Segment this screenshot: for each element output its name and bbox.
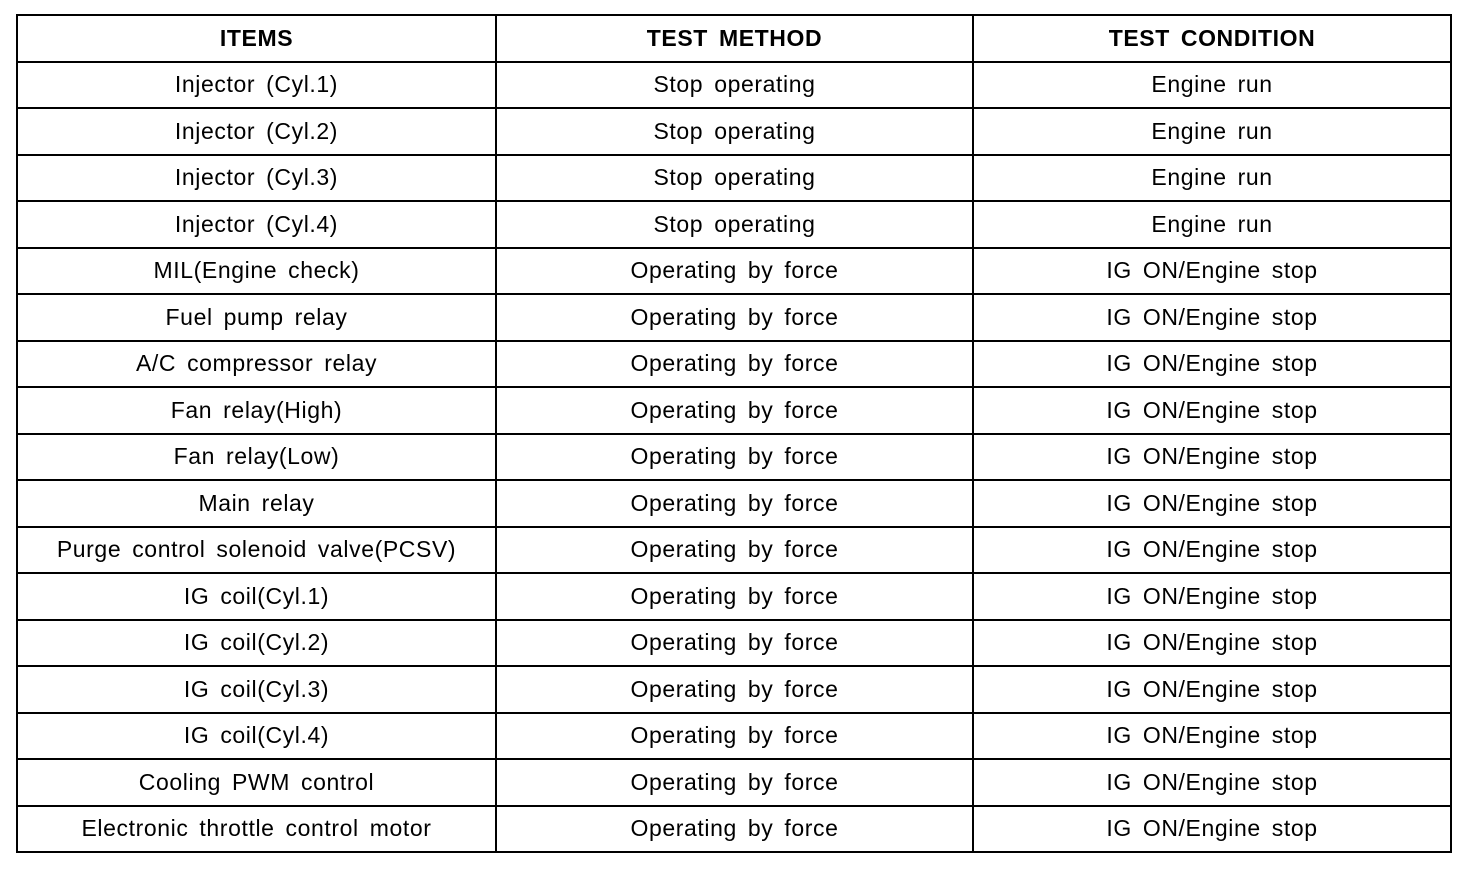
item-cell: Purge control solenoid valve(PCSV)	[16, 525, 497, 574]
item-cell: IG coil(Cyl.3)	[16, 665, 497, 714]
test-condition-cell: Engine run	[972, 60, 1452, 109]
test-method-cell: Operating by force	[495, 711, 974, 760]
test-method-cell: Operating by force	[495, 479, 974, 528]
test-method-cell: Operating by force	[495, 525, 974, 574]
test-condition-cell: Engine run	[972, 200, 1452, 249]
item-cell: Injector (Cyl.1)	[16, 60, 497, 109]
table-row: Cooling PWM control Operating by force IG …	[16, 758, 1452, 807]
table-row: Purge control solenoid valve(PCSV) Operat…	[16, 525, 1452, 574]
item-cell: IG coil(Cyl.2)	[16, 618, 497, 667]
test-condition-cell: IG ON/Engine stop	[972, 432, 1452, 481]
table-row: Injector (Cyl.2) Stop operating Engine run	[16, 107, 1452, 156]
test-condition-cell: IG ON/Engine stop	[972, 758, 1452, 807]
header-test-condition: TEST CONDITION	[972, 14, 1452, 63]
test-method-cell: Operating by force	[495, 339, 974, 388]
test-method-cell: Stop operating	[495, 200, 974, 249]
test-condition-cell: IG ON/Engine stop	[972, 525, 1452, 574]
item-cell: Fan relay(Low)	[16, 432, 497, 481]
item-cell: Fan relay(High)	[16, 386, 497, 435]
header-test-method: TEST METHOD	[495, 14, 974, 63]
test-method-cell: Stop operating	[495, 153, 974, 202]
item-cell: A/C compressor relay	[16, 339, 497, 388]
test-method-cell: Operating by force	[495, 386, 974, 435]
item-cell: IG coil(Cyl.1)	[16, 572, 497, 621]
test-method-cell: Operating by force	[495, 572, 974, 621]
test-condition-cell: IG ON/Engine stop	[972, 804, 1452, 853]
table-row: MIL(Engine check) Operating by force IG ON…	[16, 246, 1452, 295]
test-method-cell: Operating by force	[495, 432, 974, 481]
test-condition-cell: IG ON/Engine stop	[972, 572, 1452, 621]
test-condition-cell: IG ON/Engine stop	[972, 618, 1452, 667]
item-cell: Injector (Cyl.3)	[16, 153, 497, 202]
table-row: IG coil(Cyl.2) Operating by force IG ON/En…	[16, 618, 1452, 667]
test-condition-cell: IG ON/Engine stop	[972, 665, 1452, 714]
test-method-cell: Stop operating	[495, 60, 974, 109]
table-row: Fan relay(Low) Operating by force IG ON/En…	[16, 432, 1452, 481]
test-condition-cell: Engine run	[972, 153, 1452, 202]
test-method-cell: Operating by force	[495, 293, 974, 342]
table-row: IG coil(Cyl.3) Operating by force IG ON/En…	[16, 665, 1452, 714]
test-method-cell: Operating by force	[495, 804, 974, 853]
table-row: A/C compressor relay Operating by force IG…	[16, 339, 1452, 388]
table-row: Fan relay(High) Operating by force IG ON/E…	[16, 386, 1452, 435]
test-condition-cell: IG ON/Engine stop	[972, 479, 1452, 528]
actuation-test-table: ITEMS TEST METHOD TEST CONDITION Injecto…	[16, 14, 1452, 853]
item-cell: Cooling PWM control	[16, 758, 497, 807]
test-condition-cell: IG ON/Engine stop	[972, 246, 1452, 295]
item-cell: Injector (Cyl.2)	[16, 107, 497, 156]
test-method-cell: Operating by force	[495, 758, 974, 807]
header-items: ITEMS	[16, 14, 497, 63]
test-condition-cell: IG ON/Engine stop	[972, 711, 1452, 760]
header-row: ITEMS TEST METHOD TEST CONDITION	[16, 14, 1452, 63]
item-cell: MIL(Engine check)	[16, 246, 497, 295]
table-row: IG coil(Cyl.1) Operating by force IG ON/En…	[16, 572, 1452, 621]
table-row: Fuel pump relay Operating by force IG ON/E…	[16, 293, 1452, 342]
test-method-cell: Stop operating	[495, 107, 974, 156]
item-cell: IG coil(Cyl.4)	[16, 711, 497, 760]
item-cell: Main relay	[16, 479, 497, 528]
item-cell: Fuel pump relay	[16, 293, 497, 342]
table-row: IG coil(Cyl.4) Operating by force IG ON/En…	[16, 711, 1452, 760]
table-row: Main relay Operating by force IG ON/Engine…	[16, 479, 1452, 528]
table-row: Injector (Cyl.3) Stop operating Engine run	[16, 153, 1452, 202]
test-condition-cell: Engine run	[972, 107, 1452, 156]
table-row: Electronic throttle control motor Operati…	[16, 804, 1452, 853]
item-cell: Injector (Cyl.4)	[16, 200, 497, 249]
test-method-cell: Operating by force	[495, 618, 974, 667]
item-cell: Electronic throttle control motor	[16, 804, 497, 853]
test-method-cell: Operating by force	[495, 665, 974, 714]
table-row: Injector (Cyl.4) Stop operating Engine run	[16, 200, 1452, 249]
test-method-cell: Operating by force	[495, 246, 974, 295]
test-condition-cell: IG ON/Engine stop	[972, 386, 1452, 435]
test-condition-cell: IG ON/Engine stop	[972, 293, 1452, 342]
table-row: Injector (Cyl.1) Stop operating Engine run	[16, 60, 1452, 109]
test-condition-cell: IG ON/Engine stop	[972, 339, 1452, 388]
